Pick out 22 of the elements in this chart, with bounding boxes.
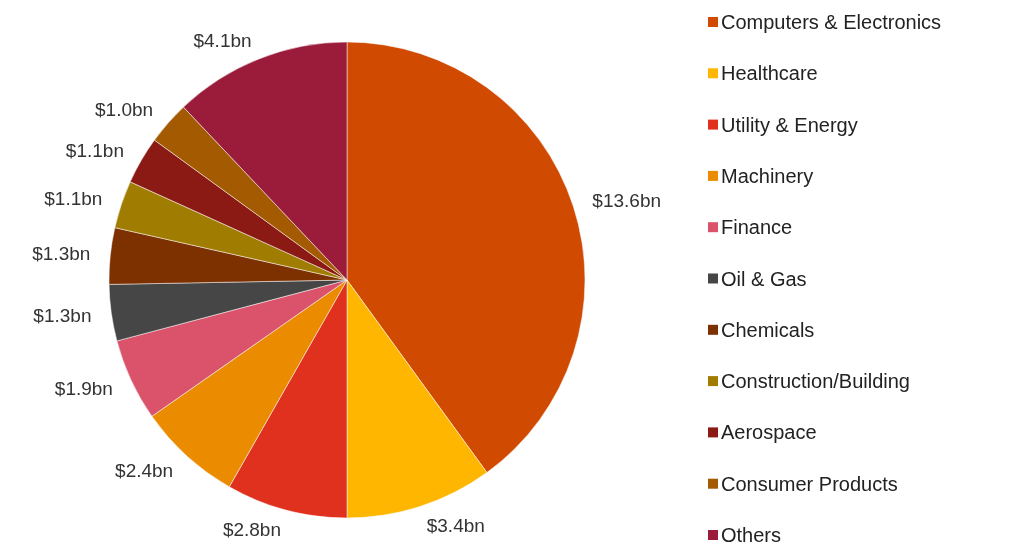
data-label: $2.4bn: [115, 460, 174, 482]
legend-label: Healthcare: [721, 62, 818, 85]
legend-label: Machinery: [721, 164, 814, 187]
data-label: $13.6bn: [592, 189, 662, 211]
data-label: $2.8bn: [222, 519, 281, 541]
legend-label: Oil & Gas: [721, 267, 807, 290]
legend-label: Finance: [721, 216, 793, 239]
data-label: $1.1bn: [65, 139, 124, 161]
data-label: $1.0bn: [95, 99, 154, 121]
legend-label: Consumer Products: [721, 472, 898, 495]
legend-label: Computers & Electronics: [721, 11, 942, 33]
data-label: $4.1bn: [193, 29, 252, 51]
legend-label: Chemicals: [721, 318, 815, 341]
data-label: $1.3bn: [32, 243, 91, 265]
data-label: $1.9bn: [54, 378, 113, 400]
legend-label: Utility & Energy: [721, 113, 858, 136]
data-label: $1.3bn: [33, 305, 92, 327]
legend-label: Aerospace: [721, 421, 817, 444]
data-label: $3.4bn: [426, 515, 485, 537]
legend-label: Construction/Building: [721, 370, 910, 393]
legend-label: Others: [721, 524, 782, 546]
data-label: $1.1bn: [44, 187, 103, 209]
